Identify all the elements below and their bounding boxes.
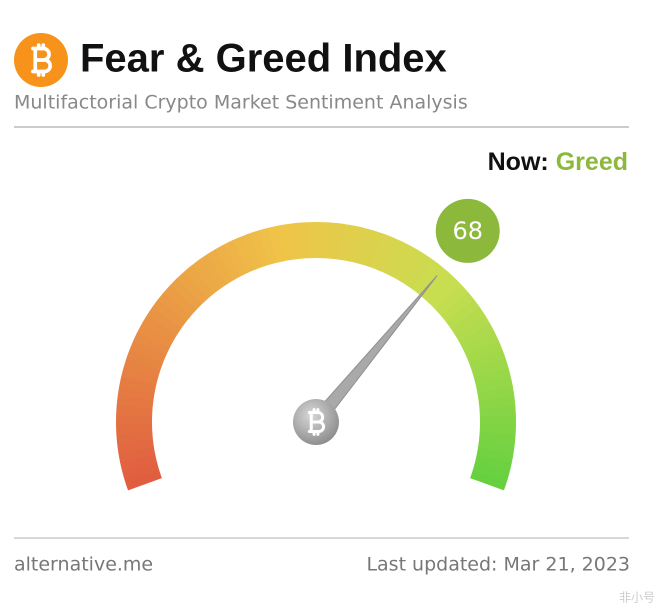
hub-glyph xyxy=(307,408,326,436)
gauge-arc xyxy=(170,277,203,310)
gauge-arc xyxy=(445,299,481,329)
gauge-arc xyxy=(123,358,161,378)
gauge-arc xyxy=(141,314,178,342)
gauge-arc xyxy=(296,222,309,259)
gauge-arc xyxy=(354,227,374,265)
gauge-arc xyxy=(450,307,486,335)
gauge-arc xyxy=(191,259,221,294)
gauge-arc xyxy=(440,292,475,322)
gauge-arc xyxy=(347,225,365,263)
gauge-arc xyxy=(129,340,167,363)
now-label: Now: xyxy=(488,148,549,176)
gauge-arc xyxy=(146,306,182,335)
gauge-arc xyxy=(116,395,154,409)
gauge-arc xyxy=(199,254,228,289)
gauge-arc xyxy=(223,240,248,277)
gauge-arc xyxy=(241,233,263,270)
gauge-arc xyxy=(339,224,355,262)
footer-updated: Last updated: Mar 21, 2023 xyxy=(366,554,630,576)
gauge-arc xyxy=(454,315,491,342)
gauge-arc xyxy=(477,386,515,402)
gauge-arc xyxy=(462,331,499,356)
gauge-arc xyxy=(458,323,495,349)
gauge-arc xyxy=(411,259,441,294)
gauge-arc xyxy=(476,447,514,464)
gauge-arc xyxy=(126,349,164,371)
gauge-arc xyxy=(137,323,174,349)
gauge-arc xyxy=(369,233,392,271)
gauge-arc xyxy=(268,225,286,263)
gauge-arc xyxy=(472,462,510,482)
gauge-arc xyxy=(398,249,426,285)
gauge-arc xyxy=(116,431,153,444)
gauge-arc xyxy=(215,244,241,281)
gauge-arc xyxy=(163,284,197,316)
gauge-arc xyxy=(133,331,170,356)
gauge-arc xyxy=(207,248,234,285)
gauge-arc xyxy=(473,367,511,386)
value-label: 68 xyxy=(452,217,483,245)
bitcoin-glyph xyxy=(31,43,53,77)
gauge-arc xyxy=(120,454,158,473)
footer-source: alternative.me xyxy=(14,554,153,576)
gauge-arc xyxy=(479,405,516,417)
gauge-arc xyxy=(478,395,516,409)
gauge-arc xyxy=(474,455,512,473)
watermark: 非小号 xyxy=(619,591,655,605)
gauge-arc xyxy=(331,222,346,260)
gauge-arc xyxy=(119,376,157,393)
now-line: Now: Greed xyxy=(488,148,628,176)
gauge-arc xyxy=(471,358,509,378)
gauge-arc xyxy=(384,240,409,277)
gauge-arc xyxy=(435,284,469,316)
gauge-arc xyxy=(277,224,293,262)
gauge-arc xyxy=(117,385,155,401)
gauge-arc xyxy=(468,349,506,371)
gauge-arc xyxy=(391,244,418,281)
title: Fear & Greed Index xyxy=(80,37,447,81)
gauge: 68 xyxy=(116,198,516,491)
gauge-arc xyxy=(323,222,336,259)
gauge-arc xyxy=(121,367,159,386)
gauge-arc xyxy=(122,462,160,482)
gauge-arc xyxy=(405,254,434,290)
gauge-arc xyxy=(465,340,503,364)
gauge-arc xyxy=(118,447,156,463)
gauge-arc xyxy=(184,265,215,299)
gauge-arc xyxy=(152,299,187,329)
gauge-arc xyxy=(377,236,401,274)
gauge-arc xyxy=(424,271,456,305)
gauge-arc xyxy=(470,470,508,491)
gauge-arc xyxy=(250,230,270,268)
value-bubble xyxy=(435,198,500,263)
gauge-arc xyxy=(232,236,256,274)
gauge-arc xyxy=(362,230,383,268)
subtitle: Multifactorial Crypto Market Sentiment A… xyxy=(14,92,468,114)
gauge-arc xyxy=(124,470,162,491)
bitcoin-glyph xyxy=(307,408,326,436)
gauge-arc xyxy=(475,377,513,394)
classification: Greed xyxy=(556,148,628,176)
gauge-arc xyxy=(429,278,463,310)
gauge-arc xyxy=(287,222,301,260)
gauge-arc xyxy=(117,439,155,454)
gauge-arc xyxy=(116,404,153,417)
gauge-arc xyxy=(157,291,192,322)
gauge-arc xyxy=(177,271,209,305)
gauge-arc xyxy=(478,431,516,445)
gauge-arc xyxy=(259,227,278,265)
gauge-arc xyxy=(477,439,515,454)
